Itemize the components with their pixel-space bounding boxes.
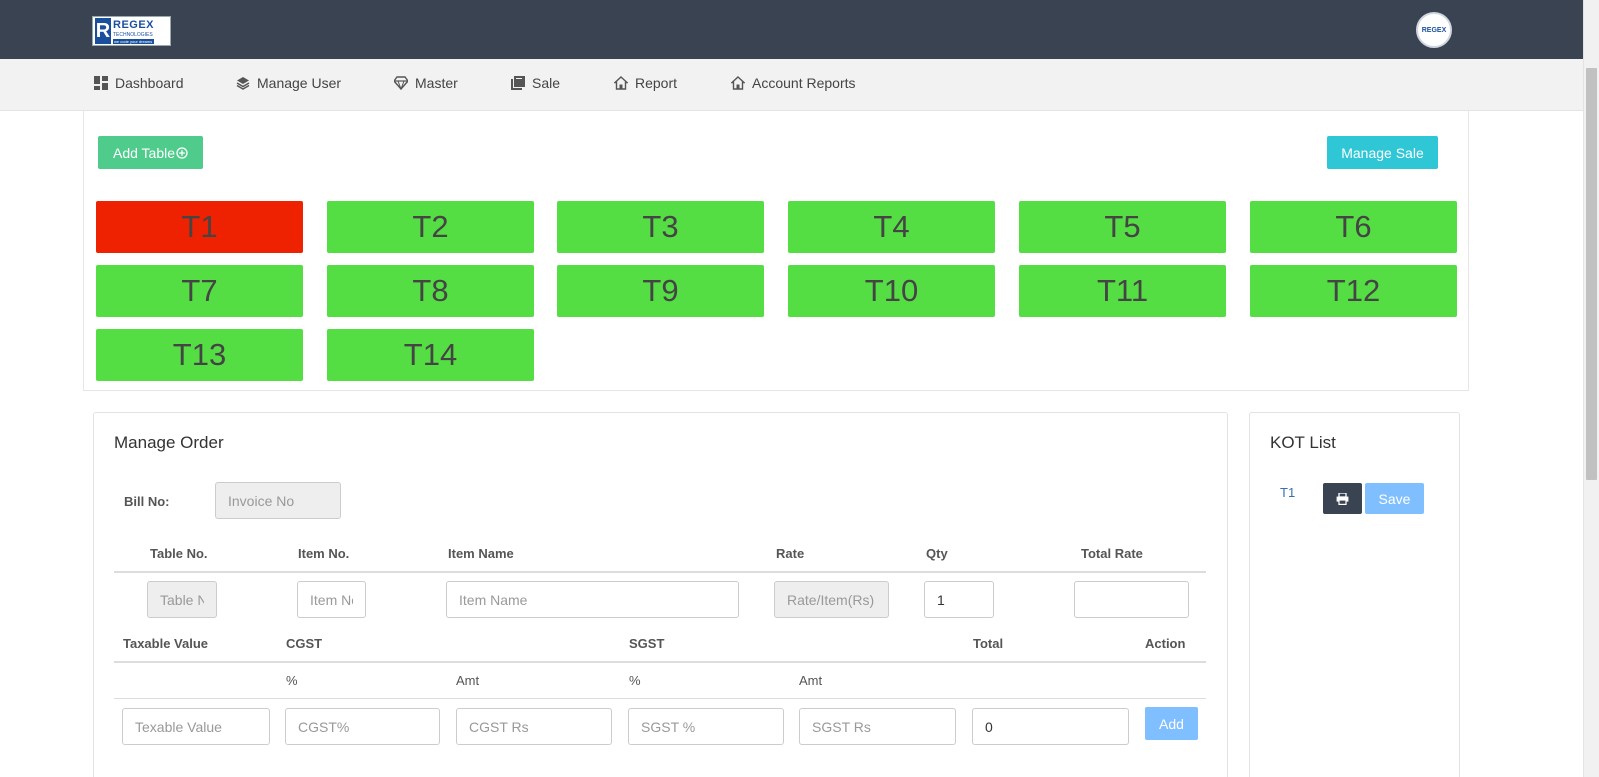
nav-master[interactable]: Master [394, 75, 458, 91]
cgst-percent-input[interactable] [285, 708, 440, 745]
table-tile-t8[interactable]: T8 [327, 265, 534, 317]
header-qty: Qty [926, 546, 948, 561]
bill-no-label: Bill No: [124, 494, 170, 509]
rate-input[interactable] [774, 581, 889, 618]
nav-report[interactable]: Report [614, 75, 677, 91]
table-tile-t13[interactable]: T13 [96, 329, 303, 381]
save-button[interactable]: Save [1365, 483, 1424, 514]
nav-label: Account Reports [752, 75, 856, 91]
total-input[interactable] [972, 708, 1129, 745]
brand-tagline: we code your dreams [113, 38, 155, 44]
cgst-amt-label: Amt [456, 673, 480, 688]
avatar-text: REGEX [1421, 26, 1447, 34]
diamond-icon [394, 76, 408, 90]
header-table-no: Table No. [150, 546, 208, 561]
scrollbar-thumb[interactable] [1586, 68, 1597, 480]
invoice-no-input[interactable] [215, 482, 341, 519]
kot-table-label[interactable]: T1 [1280, 485, 1296, 500]
add-table-label: Add Table [112, 144, 175, 161]
kot-list-panel [1249, 412, 1460, 777]
total-rate-input[interactable] [1074, 581, 1189, 618]
home-icon [731, 76, 745, 90]
header-rate: Rate [776, 546, 805, 561]
nav-label: Dashboard [115, 75, 184, 91]
table-tile-t5[interactable]: T5 [1019, 201, 1226, 253]
nav-account-reports[interactable]: Account Reports [731, 75, 856, 91]
header-total: Total [973, 636, 1004, 651]
logo-mark: R [95, 18, 111, 44]
sgst-percent-input[interactable] [628, 708, 784, 745]
nav-manage-user[interactable]: Manage User [236, 75, 341, 91]
table-tile-t4[interactable]: T4 [788, 201, 995, 253]
header-sgst: SGST [629, 636, 665, 651]
table-tile-t3[interactable]: T3 [557, 201, 764, 253]
main-nav: Dashboard Manage User Master Sale Report… [0, 59, 1583, 111]
table-no-input[interactable] [147, 581, 217, 618]
book-icon [511, 76, 525, 90]
cgst-percent-label: % [286, 673, 298, 688]
dashboard-icon [94, 76, 108, 90]
kot-list-title: KOT List [1270, 433, 1336, 452]
header-divider [114, 571, 1206, 573]
tax-header-divider [114, 661, 1206, 663]
table-tile-t1[interactable]: T1 [96, 201, 303, 253]
top-header: R REGEX TECHNOLOGIES we code your dreams… [0, 0, 1583, 59]
sgst-rs-input[interactable] [799, 708, 956, 745]
header-item-no: Item No. [298, 546, 350, 561]
header-item-name: Item Name [448, 546, 514, 561]
header-total-rate: Total Rate [1081, 546, 1143, 561]
table-tile-t10[interactable]: T10 [788, 265, 995, 317]
sub-header-divider [114, 698, 1206, 699]
brand-subtitle: TECHNOLOGIES [113, 31, 153, 38]
sgst-percent-label: % [629, 673, 641, 688]
cgst-rs-input[interactable] [456, 708, 612, 745]
header-action: Action [1145, 636, 1186, 651]
manage-sale-button[interactable]: Manage Sale [1327, 136, 1438, 169]
table-tile-t12[interactable]: T12 [1250, 265, 1457, 317]
brand-name: REGEX [113, 18, 155, 31]
print-button[interactable] [1323, 483, 1362, 514]
nav-label: Master [415, 75, 458, 91]
manage-order-title: Manage Order [114, 433, 224, 452]
nav-sale[interactable]: Sale [511, 75, 560, 91]
plus-circle-icon [176, 146, 188, 159]
qty-input[interactable] [924, 581, 994, 618]
item-name-input[interactable] [446, 581, 739, 618]
nav-label: Sale [532, 75, 561, 91]
header-cgst: CGST [286, 636, 323, 651]
layers-icon [236, 77, 250, 90]
table-tile-t11[interactable]: T11 [1019, 265, 1226, 317]
table-tile-t9[interactable]: T9 [557, 265, 764, 317]
table-tile-t14[interactable]: T14 [327, 329, 534, 381]
nav-label: Report [635, 75, 678, 91]
taxable-value-input[interactable] [122, 708, 270, 745]
sgst-amt-label: Amt [799, 673, 823, 688]
add-table-button[interactable]: Add Table [98, 136, 203, 169]
table-tile-t2[interactable]: T2 [327, 201, 534, 253]
table-tile-t6[interactable]: T6 [1250, 201, 1457, 253]
add-item-button[interactable]: Add [1145, 707, 1198, 740]
tables-panel [83, 111, 1469, 391]
home-icon [614, 76, 628, 90]
print-icon [1336, 492, 1349, 505]
table-tile-t7[interactable]: T7 [96, 265, 303, 317]
avatar[interactable]: REGEX [1416, 12, 1452, 48]
nav-label: Manage User [257, 75, 342, 91]
nav-dashboard[interactable]: Dashboard [94, 75, 184, 91]
item-no-input[interactable] [297, 581, 366, 618]
header-taxable-value: Taxable Value [123, 636, 209, 651]
brand-logo[interactable]: R REGEX TECHNOLOGIES we code your dreams [92, 16, 171, 46]
